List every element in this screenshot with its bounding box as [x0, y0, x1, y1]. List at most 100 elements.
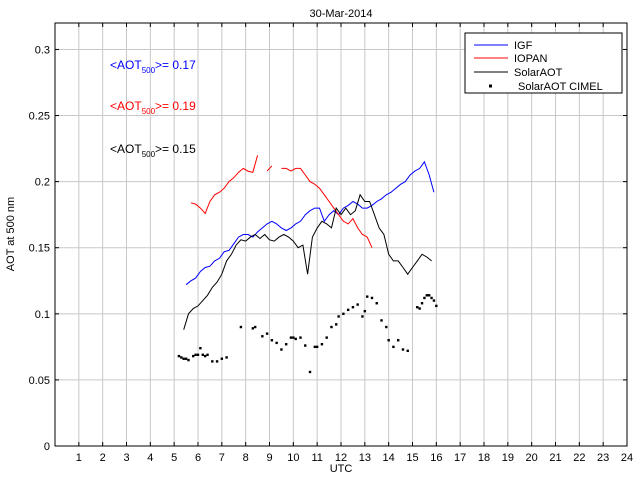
aot-mean-annotation: <AOT500>= 0.15	[110, 142, 196, 159]
solaraot-cimel-point	[225, 356, 228, 359]
solaraot-cimel-point	[330, 325, 333, 329]
annotation-value: >= 0.17	[155, 58, 196, 72]
solaraot-cimel-point	[423, 296, 426, 300]
solaraot-cimel-point	[265, 332, 269, 335]
solaraot-cimel-point	[182, 357, 185, 360]
solaraot-cimel-point	[184, 357, 188, 360]
y-tick-label: 0.3	[35, 44, 50, 56]
x-tick-label: 15	[406, 452, 418, 464]
annotation-value: >= 0.19	[155, 99, 196, 113]
annotation-prefix: <AOT	[110, 142, 142, 156]
x-tick-label: 2	[100, 452, 106, 464]
x-tick-label: 21	[549, 452, 561, 464]
aot-annotations: <AOT500>= 0.17<AOT500>= 0.19<AOT500>= 0.…	[110, 58, 196, 159]
y-tick-label: 0.2	[35, 177, 50, 189]
legend-box	[464, 32, 623, 94]
solaraot-cimel-point	[251, 327, 255, 330]
x-axis-title: UTC	[330, 463, 353, 475]
x-tick-label: 8	[243, 452, 249, 464]
y-tick-label: 0.25	[29, 111, 50, 123]
solaraot-cimel-point	[211, 360, 214, 363]
x-tick-label: 22	[573, 452, 585, 464]
y-tick-label: 0	[44, 441, 50, 453]
solaraot-cimel-point	[435, 304, 438, 308]
solaraot-cimel-point	[313, 345, 316, 349]
solaraot-cimel-point	[401, 348, 405, 351]
solaraot-cimel-point	[320, 343, 324, 346]
x-tick-label: 17	[454, 452, 466, 464]
x-axis-ticks: 1 2 3 4 5 6 7 8 9 10 11 12 13 14 15 16 17 18 19 20 21 22 23 24	[76, 23, 633, 464]
solaraot-cimel-point	[351, 306, 355, 309]
series-layer	[177, 155, 438, 374]
solaraot-cimel-point	[387, 339, 390, 342]
solaraot-cimel-point	[356, 303, 359, 306]
solaraot-cimel-point	[203, 354, 207, 358]
x-tick-label: 20	[526, 452, 538, 464]
solaraot-cimel-point	[215, 360, 219, 363]
x-tick-label: 13	[359, 452, 371, 464]
solaraot-cimel-point	[192, 354, 195, 358]
x-tick-label: 5	[171, 452, 177, 464]
solaraot-cimel-point	[270, 339, 274, 342]
solaraot-cimel-point	[337, 315, 340, 318]
solaraot-cimel-point	[335, 323, 338, 326]
solaraot-cimel-point	[284, 343, 288, 346]
solaraot-cimel-point	[275, 341, 278, 345]
solaraot-cimel-point	[427, 294, 431, 297]
solaraot-cimel-point	[380, 319, 383, 322]
x-tick-label: 11	[311, 452, 322, 464]
x-tick-label: 7	[219, 452, 225, 464]
x-tick-label: 12	[335, 452, 347, 464]
solaraot-cimel-point	[397, 339, 400, 342]
solaraot-cimel-point	[370, 296, 374, 300]
solaraot-cimel-point	[177, 354, 181, 358]
solaraot-cimel-point	[280, 348, 283, 351]
x-tick-label: 4	[147, 452, 153, 464]
chart-title: 30-Mar-2014	[310, 8, 373, 20]
solaraot-cimel-point	[201, 353, 204, 356]
y-tick-label: 0.05	[29, 375, 50, 387]
solaraot-cimel-point	[304, 344, 307, 347]
solaraot-cimel-point	[366, 295, 369, 298]
solaraot-cimel-point	[315, 345, 319, 349]
solaraot-cimel-point	[294, 337, 297, 341]
iopan-line	[266, 165, 273, 172]
annotation-subscript: 500	[142, 66, 156, 75]
annotation-subscript: 500	[142, 150, 156, 159]
solaraot-cimel-point	[220, 357, 224, 360]
solaraot-cimel-point	[420, 302, 424, 305]
iopan-line	[281, 167, 373, 248]
igf-line	[185, 160, 435, 286]
solaraot-cimel-point	[418, 307, 421, 310]
solaraot-cimel-point	[308, 370, 312, 374]
x-tick-label: 14	[383, 452, 395, 464]
solaraot-cimel-point	[180, 356, 183, 359]
solaraot-cimel-point	[425, 294, 428, 297]
legend-solaraot-cimel-marker	[489, 84, 492, 88]
y-tick-label: 0.1	[35, 309, 50, 321]
solaraot-cimel-point	[385, 325, 388, 329]
solaraot-cimel-point	[289, 336, 293, 339]
y-axis-ticks: 0 0.05 0.1 0.15 0.2 0.25 0.3	[29, 44, 627, 453]
x-tick-label: 16	[430, 452, 442, 464]
chart-grid	[55, 23, 627, 446]
annotation-prefix: <AOT	[110, 58, 142, 72]
x-tick-label: 18	[478, 452, 490, 464]
legend-solaraot-cimel-label: SolarAOT CIMEL	[518, 81, 603, 93]
iopan-line	[190, 155, 259, 215]
solaraot-cimel-point	[199, 346, 202, 350]
solaraot-cimel-point	[292, 336, 295, 339]
annotation-value: >= 0.15	[155, 142, 196, 156]
x-tick-label: 10	[287, 452, 299, 464]
annotation-prefix: <AOT	[110, 99, 142, 113]
x-tick-label: 9	[266, 452, 272, 464]
legend-igf-label: IGF	[514, 40, 533, 52]
solaraot-cimel-point	[416, 306, 419, 309]
x-tick-label: 23	[597, 452, 609, 464]
x-tick-label: 6	[195, 452, 201, 464]
solaraot-cimel-point	[299, 336, 302, 339]
solaraot-cimel-point	[342, 312, 345, 316]
solaraot-cimel-point	[254, 325, 257, 329]
solaraot-cimel-point	[363, 309, 367, 313]
